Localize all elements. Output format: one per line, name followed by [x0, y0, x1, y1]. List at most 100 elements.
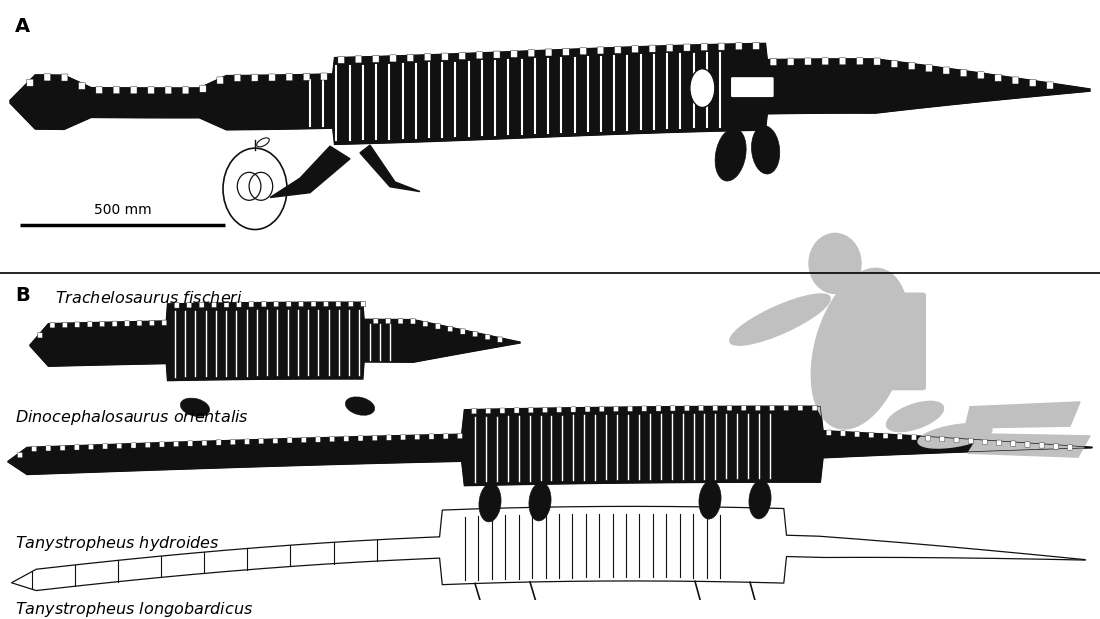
- FancyBboxPatch shape: [268, 74, 275, 81]
- FancyBboxPatch shape: [216, 440, 221, 445]
- FancyBboxPatch shape: [736, 43, 743, 50]
- Text: $\it{Tanystropheus\ longobardicus}$: $\it{Tanystropheus\ longobardicus}$: [15, 600, 253, 619]
- FancyBboxPatch shape: [822, 58, 828, 65]
- FancyBboxPatch shape: [597, 47, 604, 54]
- FancyBboxPatch shape: [441, 53, 448, 60]
- FancyBboxPatch shape: [188, 441, 192, 446]
- FancyBboxPatch shape: [954, 437, 959, 443]
- Ellipse shape: [749, 480, 771, 519]
- FancyBboxPatch shape: [199, 85, 206, 92]
- FancyBboxPatch shape: [580, 48, 586, 54]
- FancyBboxPatch shape: [320, 73, 327, 80]
- FancyBboxPatch shape: [249, 301, 254, 307]
- FancyBboxPatch shape: [571, 407, 576, 412]
- FancyBboxPatch shape: [585, 407, 590, 412]
- FancyBboxPatch shape: [199, 302, 205, 308]
- Text: $\it{Tanystropheus\ hydroides}$: $\it{Tanystropheus\ hydroides}$: [15, 534, 220, 553]
- FancyBboxPatch shape: [75, 444, 79, 450]
- FancyBboxPatch shape: [160, 442, 164, 447]
- FancyBboxPatch shape: [718, 43, 725, 50]
- FancyBboxPatch shape: [891, 60, 898, 67]
- FancyBboxPatch shape: [510, 50, 517, 58]
- FancyBboxPatch shape: [926, 65, 933, 72]
- FancyBboxPatch shape: [162, 320, 167, 326]
- FancyBboxPatch shape: [273, 438, 278, 443]
- FancyBboxPatch shape: [46, 446, 51, 451]
- Ellipse shape: [715, 128, 746, 181]
- FancyBboxPatch shape: [150, 320, 154, 326]
- Ellipse shape: [478, 483, 502, 522]
- FancyBboxPatch shape: [631, 46, 638, 53]
- FancyBboxPatch shape: [316, 437, 320, 442]
- FancyBboxPatch shape: [770, 405, 774, 410]
- FancyBboxPatch shape: [701, 43, 707, 51]
- Ellipse shape: [698, 480, 722, 519]
- Ellipse shape: [690, 69, 715, 108]
- Polygon shape: [30, 302, 520, 381]
- FancyBboxPatch shape: [1040, 443, 1044, 448]
- FancyBboxPatch shape: [174, 441, 178, 446]
- FancyBboxPatch shape: [667, 45, 673, 51]
- FancyBboxPatch shape: [485, 334, 491, 340]
- Ellipse shape: [751, 126, 780, 174]
- FancyBboxPatch shape: [684, 405, 690, 411]
- FancyBboxPatch shape: [741, 405, 746, 410]
- FancyBboxPatch shape: [882, 293, 926, 391]
- FancyBboxPatch shape: [826, 430, 832, 435]
- FancyBboxPatch shape: [1067, 445, 1072, 450]
- FancyBboxPatch shape: [443, 433, 448, 439]
- FancyBboxPatch shape: [943, 67, 949, 74]
- FancyBboxPatch shape: [145, 442, 151, 448]
- FancyBboxPatch shape: [473, 331, 477, 337]
- FancyBboxPatch shape: [698, 405, 704, 411]
- FancyBboxPatch shape: [614, 406, 618, 412]
- FancyBboxPatch shape: [361, 301, 365, 306]
- FancyBboxPatch shape: [898, 434, 902, 439]
- FancyBboxPatch shape: [1011, 441, 1015, 446]
- FancyBboxPatch shape: [460, 329, 465, 334]
- Polygon shape: [10, 43, 1090, 144]
- FancyBboxPatch shape: [211, 302, 217, 308]
- FancyBboxPatch shape: [997, 440, 1002, 446]
- Ellipse shape: [918, 423, 992, 448]
- FancyBboxPatch shape: [805, 58, 812, 65]
- FancyBboxPatch shape: [100, 321, 104, 327]
- FancyBboxPatch shape: [236, 302, 241, 307]
- FancyBboxPatch shape: [840, 431, 846, 436]
- FancyBboxPatch shape: [615, 46, 622, 53]
- FancyBboxPatch shape: [131, 87, 138, 94]
- FancyBboxPatch shape: [336, 301, 341, 306]
- FancyBboxPatch shape: [542, 407, 548, 412]
- FancyBboxPatch shape: [230, 439, 235, 444]
- Text: 500 mm: 500 mm: [94, 203, 152, 217]
- FancyBboxPatch shape: [783, 405, 789, 410]
- Ellipse shape: [180, 398, 210, 417]
- Text: $\it{Trachelosaurus\ fischeri}$: $\it{Trachelosaurus\ fischeri}$: [55, 290, 243, 306]
- Polygon shape: [12, 506, 1085, 591]
- Ellipse shape: [529, 482, 551, 521]
- Text: B: B: [15, 287, 30, 305]
- FancyBboxPatch shape: [102, 444, 108, 449]
- FancyBboxPatch shape: [641, 406, 647, 411]
- FancyBboxPatch shape: [50, 322, 55, 328]
- FancyBboxPatch shape: [165, 87, 172, 94]
- FancyBboxPatch shape: [78, 82, 85, 89]
- Text: A: A: [15, 17, 30, 37]
- FancyBboxPatch shape: [372, 435, 377, 441]
- FancyBboxPatch shape: [476, 52, 483, 59]
- FancyBboxPatch shape: [400, 435, 406, 440]
- FancyBboxPatch shape: [546, 49, 552, 56]
- FancyBboxPatch shape: [656, 406, 661, 411]
- FancyBboxPatch shape: [124, 321, 130, 326]
- Polygon shape: [270, 146, 350, 197]
- FancyBboxPatch shape: [373, 318, 378, 324]
- FancyBboxPatch shape: [798, 405, 803, 410]
- FancyBboxPatch shape: [436, 324, 440, 329]
- FancyBboxPatch shape: [187, 303, 191, 308]
- FancyBboxPatch shape: [425, 54, 431, 61]
- FancyBboxPatch shape: [174, 303, 179, 308]
- Ellipse shape: [345, 397, 375, 415]
- FancyBboxPatch shape: [883, 433, 888, 438]
- FancyBboxPatch shape: [286, 301, 292, 307]
- FancyBboxPatch shape: [730, 77, 774, 98]
